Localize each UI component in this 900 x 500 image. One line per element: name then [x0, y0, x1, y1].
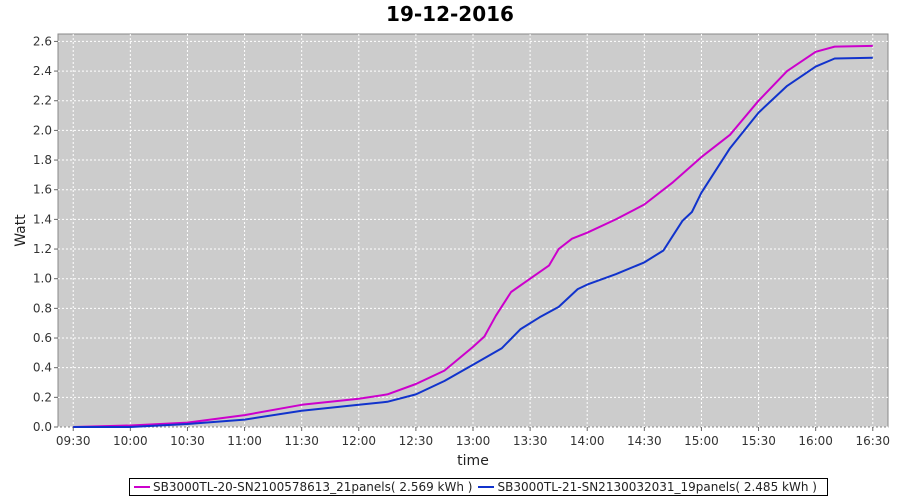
x-tick-label: 13:00 [456, 434, 491, 448]
grid-lines [58, 34, 888, 428]
y-axis-label: Watt [13, 214, 29, 247]
x-tick-label: 12:30 [399, 434, 434, 448]
chart-title: 19-12-2016 [386, 2, 514, 26]
legend-swatch [478, 486, 495, 488]
axes: 0.0 0.2 0.4 0.6 0.8 1.0 1.2 1.4 1.6 1.8 2.0 2.2 2.4 2… [33, 34, 890, 448]
legend-item-series-1: SB3000TL-20-SN2100578613_21panels( 2.569… [134, 480, 472, 494]
y-tick-label: 0.0 [33, 420, 52, 434]
y-tick-label: 2.4 [33, 64, 52, 78]
legend-label: SB3000TL-21-SN2130032031_19panels( 2.485… [497, 480, 817, 494]
y-tick-label: 1.0 [33, 272, 52, 286]
x-tick-label: 16:30 [855, 434, 890, 448]
y-tick-label: 1.8 [33, 153, 52, 167]
legend: SB3000TL-20-SN2100578613_21panels( 2.569… [129, 478, 828, 496]
y-tick-label: 0.4 [33, 361, 52, 375]
x-tick-label: 10:30 [170, 434, 205, 448]
y-tick-label: 1.4 [33, 212, 52, 226]
x-tick-label: 16:00 [798, 434, 833, 448]
y-tick-label: 2.0 [33, 123, 52, 137]
x-tick-label: 14:30 [627, 434, 662, 448]
x-tick-label: 14:00 [570, 434, 605, 448]
series-line-2 [73, 56, 873, 428]
legend-label: SB3000TL-20-SN2100578613_21panels( 2.569… [153, 480, 473, 494]
series-line-1 [73, 44, 873, 428]
x-tick-label: 15:00 [684, 434, 719, 448]
x-tick-label: 11:30 [284, 434, 319, 448]
x-tick-label: 13:30 [513, 434, 548, 448]
x-tick-label: 11:00 [227, 434, 262, 448]
y-tick-label: 0.2 [33, 390, 52, 404]
y-tick-label: 1.2 [33, 242, 52, 256]
y-tick-label: 0.6 [33, 331, 52, 345]
legend-swatch [134, 486, 150, 488]
y-tick-label: 2.6 [33, 34, 52, 48]
legend-item-series-2: SB3000TL-21-SN2130032031_19panels( 2.485… [478, 480, 817, 494]
x-tick-label: 10:00 [113, 434, 148, 448]
y-tick-label: 0.8 [33, 301, 52, 315]
series-lines [73, 44, 873, 428]
y-tick-label: 2.2 [33, 94, 52, 108]
x-tick-label: 12:00 [341, 434, 376, 448]
x-tick-label: 09:30 [56, 434, 91, 448]
x-axis-label: time [457, 453, 489, 469]
x-tick-label: 15:30 [741, 434, 776, 448]
y-tick-label: 1.6 [33, 183, 52, 197]
